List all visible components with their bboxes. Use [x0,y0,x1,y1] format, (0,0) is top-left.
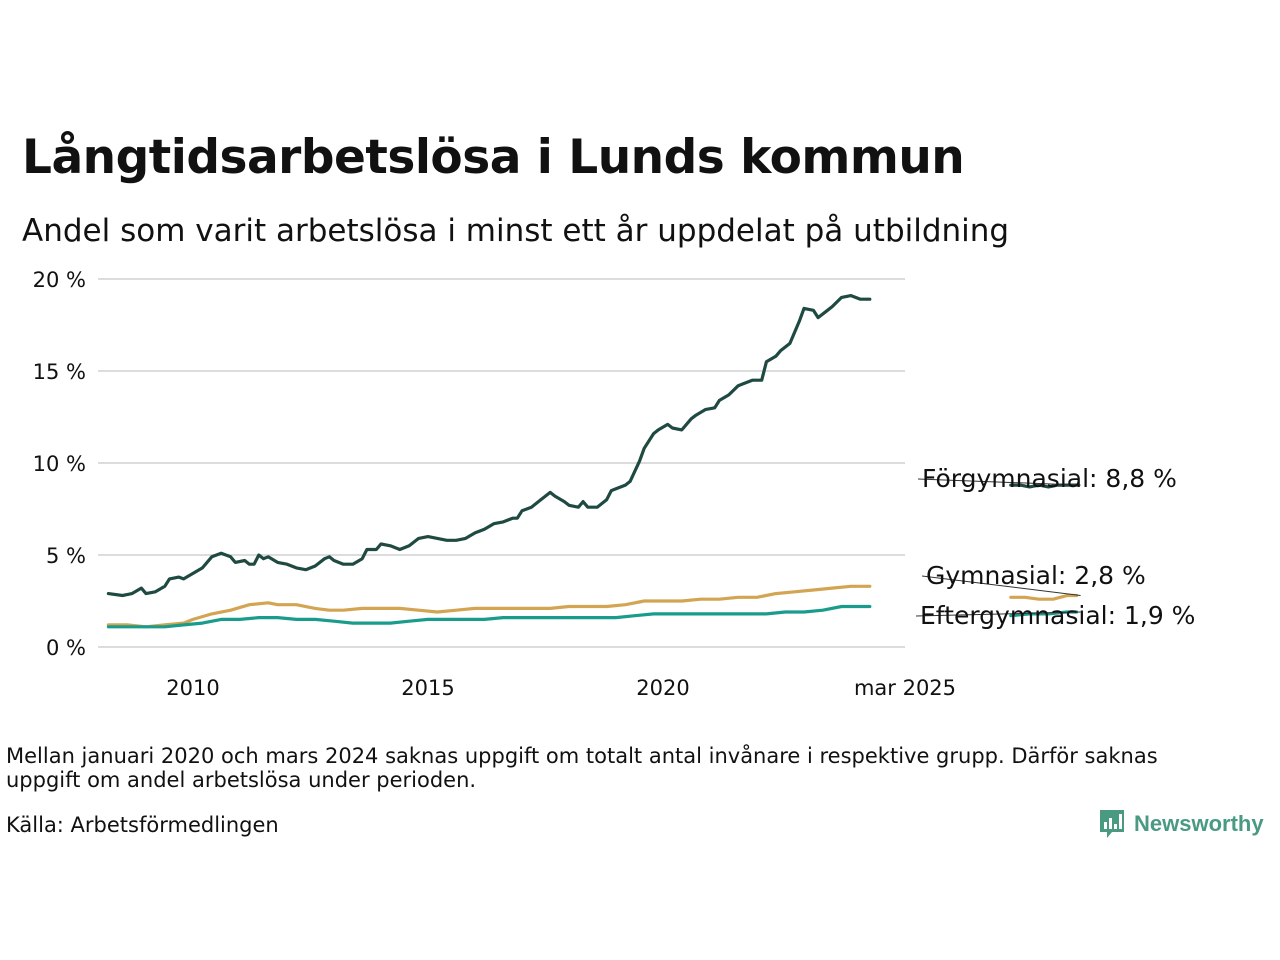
series-line-förgymnasial [1009,483,1079,489]
x-axis-tick-labels: 2010 2015 2020 mar 2025 [166,676,956,700]
label-leader-line [921,575,1081,596]
chart-subtitle: Andel som varit arbetslösa i minst ett å… [22,213,1010,249]
y-axis-tick-labels: 0 % 5 % 10 % 15 % 20 % [33,268,86,660]
x-tick-label: 2020 [636,676,689,700]
y-tick-label: 15 % [33,360,86,384]
series-line-gymnasial [106,584,872,629]
brand-logo[interactable]: Newsworthy [1098,808,1264,840]
grid-lines [98,278,905,648]
newsworthy-logo-icon [1100,810,1124,838]
label-leader-line [917,478,1081,486]
series-line-förgymnasial [106,294,872,598]
y-tick-label: 0 % [46,636,86,660]
y-tick-label: 20 % [33,268,86,292]
series-end-label: Förgymnasial: 8,8 % [922,464,1177,493]
series-line-eftergymnasial [106,604,872,629]
series-end-labels: Förgymnasial: 8,8 % Gymnasial: 2,8 % Efter… [915,464,1195,630]
x-tick-label-latest: mar 2025 [854,676,956,700]
x-tick-label: 2015 [401,676,454,700]
footnote: Mellan januari 2020 och mars 2024 saknas… [6,744,1158,792]
y-tick-label: 10 % [33,452,86,476]
brand-name: Newsworthy [1134,811,1264,836]
series-end-label: Eftergymnasial: 1,9 % [920,601,1195,630]
x-tick-label: 2010 [166,676,219,700]
label-leader-line [915,611,1081,617]
chart-title: Långtidsarbetslösa i Lunds kommun [22,130,965,185]
series-lines [106,294,1079,629]
series-end-label: Gymnasial: 2,8 % [926,561,1146,590]
series-line-gymnasial [1009,593,1079,601]
y-tick-label: 5 % [46,544,86,568]
source-text: Källa: Arbetsförmedlingen [6,813,279,837]
